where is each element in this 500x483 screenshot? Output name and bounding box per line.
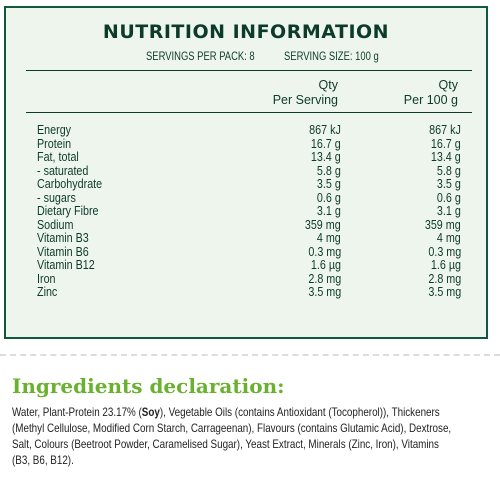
table-row: Iron 2.8 mg 2.8 mg [26,271,472,287]
per-serving-value: 3.5 g [317,177,341,191]
table-row: Sodium 359 mg 359 mg [26,217,472,233]
nutrient-label: Protein [37,136,72,151]
nutrient-label: Dietary Fibre [37,204,99,218]
per-serving-value: 867 kJ [309,123,341,137]
ingredients-title: Ingredients declaration: [12,374,285,398]
table-row: Zinc 3.5 mg 3.5 mg [26,285,472,300]
per-serving-value: 359 mg [305,217,341,232]
per-serving-value: 3.1 g [317,204,341,218]
nutrient-label: Vitamin B12 [37,258,95,272]
nutrient-label: Carbohydrate [37,177,103,191]
nutrient-label: Fat, total [37,150,79,164]
nutrient-label: Sodium [37,217,74,232]
per-100g-value: 3.1 g [437,204,461,218]
serving-size: SERVING SIZE: 100 g [284,51,379,63]
per-serving-value: 13.4 g [311,150,341,164]
table-row: Dietary Fibre 3.1 g 3.1 g [26,204,472,219]
nutrient-label: Iron [37,271,56,286]
per-serving-value: 2.8 mg [308,271,341,286]
allergen-highlight: Soy [141,405,160,419]
table-row: Vitamin B12 1.6 µg 1.6 µg [26,258,472,273]
per-100g-value: 16.7 g [431,136,461,151]
nutrition-table: Energy 867 kJ 867 kJ Protein 16.7 g 16.7 g F… [26,123,472,300]
nutrient-label: - sugars [37,190,76,205]
per-100g-value: 0.3 mg [428,244,461,259]
nutrition-title: NUTRITION INFORMATION [102,21,390,43]
table-row: Vitamin B3 4 mg 4 mg [26,231,472,246]
per-serving-value: 1.6 µg [310,258,341,272]
column-header-per-100g: Qty Per 100 g [404,78,458,108]
per-100g-value: 4 mg [437,231,461,245]
column-header-per-serving-qty: Qty [318,78,338,92]
per-serving-value: 0.6 g [317,190,341,205]
table-row: Energy 867 kJ 867 kJ [26,123,472,138]
ingredients-segment: Water, Plant-Protein 23.17% ( [12,405,142,419]
nutrient-label: Zinc [37,285,58,299]
per-serving-value: 3.5 mg [308,285,341,299]
column-header-per-100g-qty: Qty [438,78,458,92]
per-100g-value: 867 kJ [429,123,461,137]
section-divider [0,354,500,356]
ingredients-text: Water, Plant-Protein 23.17% (Soy), Veget… [12,404,455,468]
per-serving-value: 16.7 g [311,136,341,151]
column-header-per-serving: Qty Per Serving [273,78,338,108]
per-100g-value: 13.4 g [431,150,461,164]
nutrient-label: Vitamin B3 [37,231,89,245]
nutrient-label: - saturated [37,163,89,178]
header-divider [26,70,472,71]
per-serving-value: 5.8 g [317,163,341,178]
per-100g-value: 5.8 g [437,163,461,178]
per-100g-value: 3.5 mg [428,285,461,299]
column-header-per-100g-label: Per 100 g [403,93,458,107]
nutrient-label: Vitamin B6 [37,244,89,259]
per-100g-value: 0.6 g [437,190,461,205]
servings-per-pack: SERVINGS PER PACK: 8 [146,51,255,63]
per-100g-value: 1.6 µg [430,258,461,272]
table-row: Vitamin B6 0.3 mg 0.3 mg [26,244,472,260]
table-row: Protein 16.7 g 16.7 g [26,136,472,152]
table-row: - sugars 0.6 g 0.6 g [26,190,472,206]
table-row: Carbohydrate 3.5 g 3.5 g [26,177,472,192]
ingredients-segment: ), Vegetable Oils (contains Antioxidant … [12,405,452,467]
per-100g-value: 359 mg [425,217,461,232]
per-serving-value: 0.3 mg [308,244,341,259]
nutrition-information-panel: NUTRITION INFORMATION SERVINGS PER PACK:… [4,6,488,339]
nutrient-label: Energy [37,123,72,137]
per-serving-value: 4 mg [317,231,341,245]
table-row: - saturated 5.8 g 5.8 g [26,163,472,179]
table-row: Fat, total 13.4 g 13.4 g [26,150,472,165]
per-100g-value: 2.8 mg [428,271,461,286]
per-100g-value: 3.5 g [437,177,461,191]
column-header-per-serving-label: Per Serving [272,93,338,107]
table-header-divider [26,112,472,113]
